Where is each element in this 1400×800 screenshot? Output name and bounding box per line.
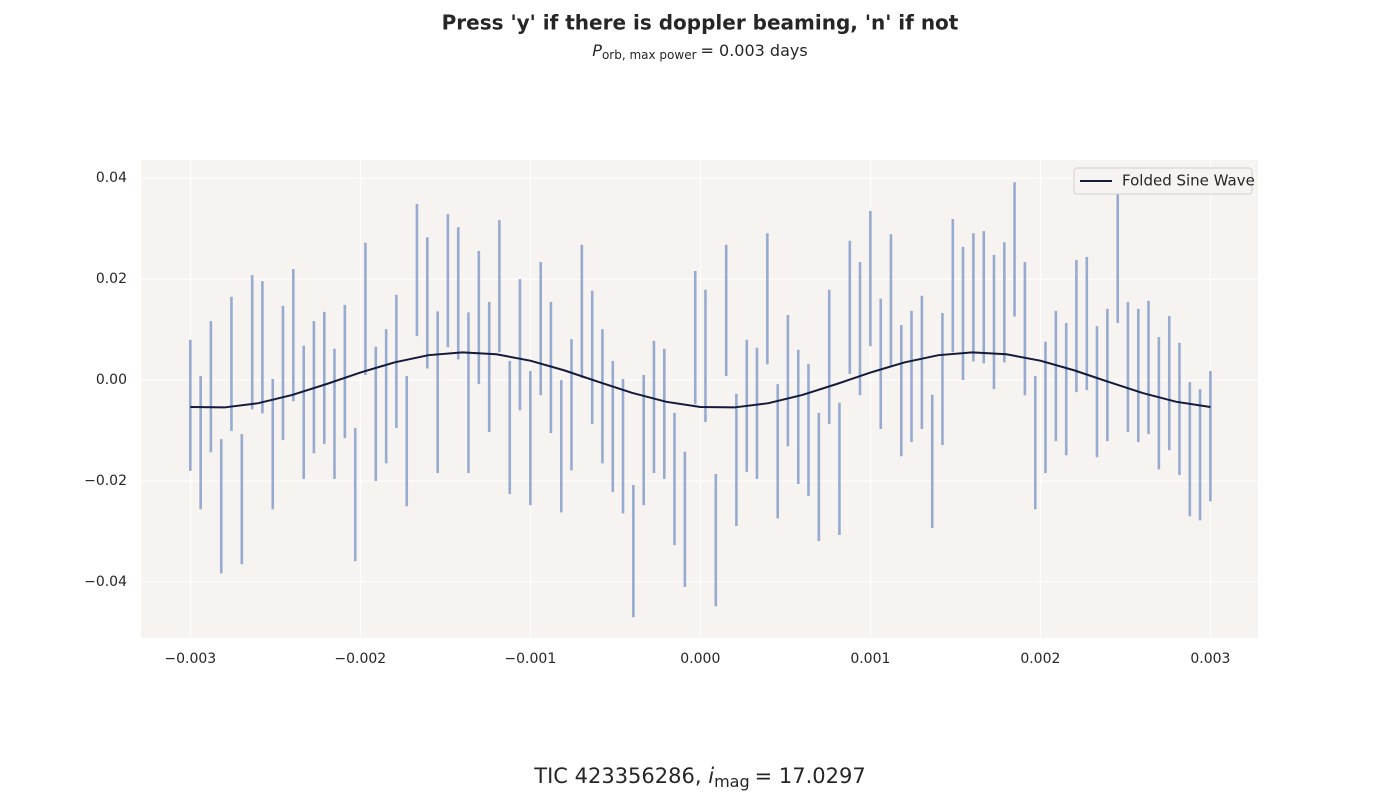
x-label-value: = 17.0297 (755, 764, 866, 788)
x-axis-label: TIC 423356286, imag = 17.0297 (533, 764, 865, 791)
subtitle-symbol: P (592, 41, 602, 60)
subtitle-subscript: orb, max power (602, 48, 697, 62)
y-tick-label: −0.02 (84, 473, 127, 489)
x-tick-label: −0.002 (334, 651, 386, 667)
subtitle-value: = 0.003 days (701, 41, 808, 60)
x-tick-label: 0.001 (850, 651, 890, 667)
plot-area (141, 160, 1258, 638)
x-tick-label: 0.002 (1020, 651, 1060, 667)
y-tick-label: 0.02 (96, 271, 127, 287)
x-tick-label: 0.003 (1190, 651, 1230, 667)
legend-box (1073, 167, 1253, 195)
x-label-subscript: mag (714, 772, 750, 791)
x-label-symbol: i (708, 764, 714, 788)
y-tick-label: −0.04 (84, 574, 127, 590)
chart-title: Press 'y' if there is doppler beaming, '… (442, 11, 959, 35)
x-tick-label: 0.000 (680, 651, 720, 667)
x-label-text: TIC 423356286, (533, 764, 708, 788)
legend-label: Folded Sine Wave (1122, 172, 1255, 190)
y-tick-label: 0.00 (96, 372, 127, 388)
x-tick-label: −0.003 (164, 651, 216, 667)
sine-line (190, 351, 1211, 409)
chart-subtitle: Porb, max power = 0.003 days (592, 41, 807, 62)
y-tick-label: 0.04 (96, 170, 127, 186)
x-tick-label: −0.001 (504, 651, 556, 667)
